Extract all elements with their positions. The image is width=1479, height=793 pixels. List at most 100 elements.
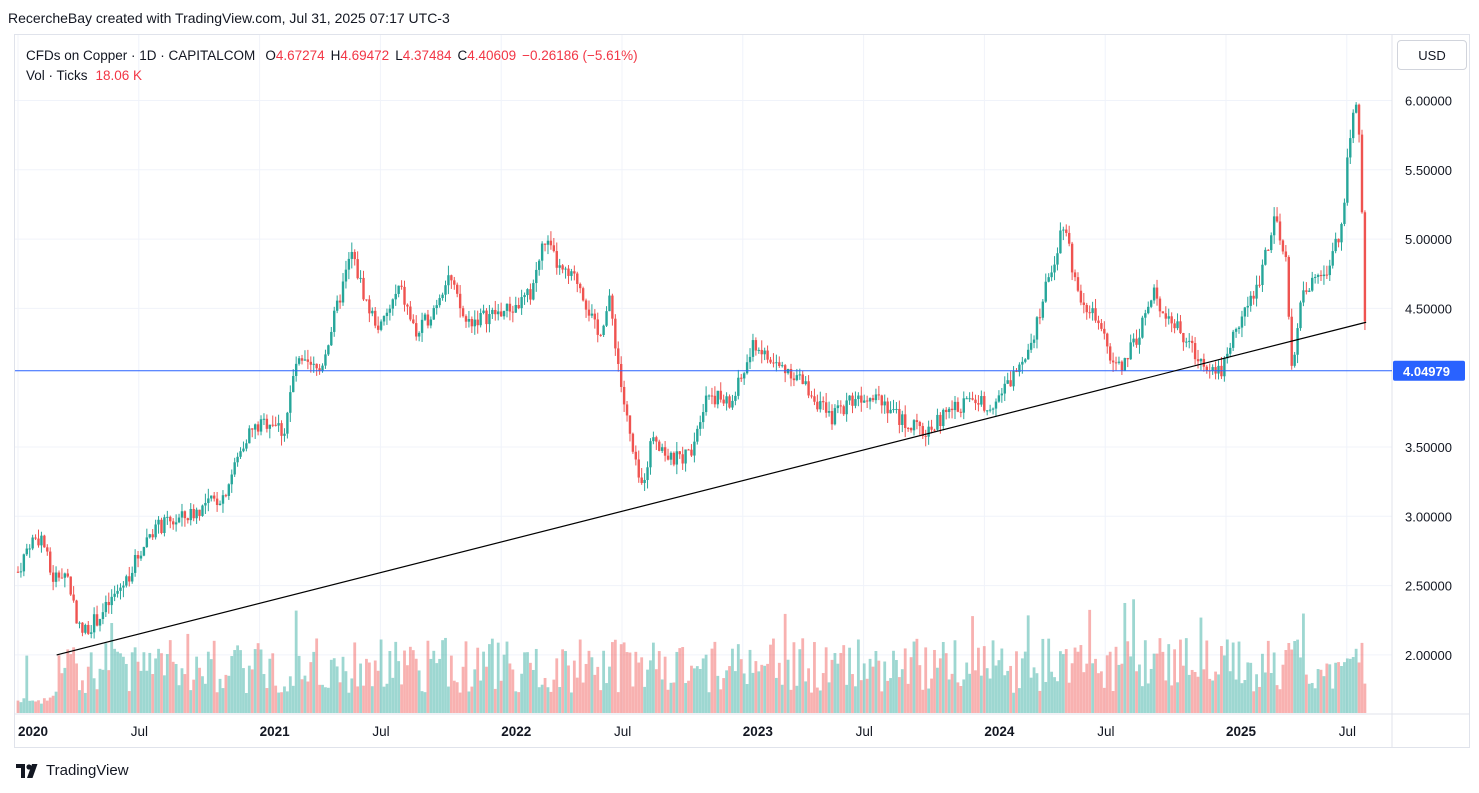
volume-bar (195, 656, 199, 713)
volume-bar (130, 652, 134, 713)
volume-bar (388, 651, 392, 713)
volume-bar (335, 666, 339, 713)
volume-bar (856, 639, 860, 713)
volume-bar (725, 670, 728, 713)
candle-body (751, 340, 755, 357)
volume-bar (1003, 675, 1007, 713)
candle-body (614, 318, 617, 349)
volume-bar (772, 638, 775, 713)
volume-bar (250, 669, 254, 713)
volume-bar (605, 683, 608, 713)
candle-body (34, 537, 37, 539)
volume-bar (1050, 671, 1054, 713)
volume-bar (45, 700, 49, 713)
candle-body (391, 299, 394, 309)
candle-body (1149, 300, 1153, 307)
candle-body (863, 400, 866, 403)
volume-bar (309, 662, 313, 713)
volume-bar (1184, 638, 1188, 713)
volume-bar (1140, 686, 1144, 713)
candle-body (854, 399, 857, 406)
volume-bar (34, 701, 37, 713)
volume-bar (865, 678, 869, 713)
volume-bar (1217, 674, 1220, 713)
volume-bar (862, 663, 866, 713)
volume-bar (1155, 653, 1159, 713)
volume-bar (365, 658, 368, 713)
candle-body (19, 571, 23, 573)
volume-bar (810, 692, 813, 713)
candle-body (113, 593, 116, 597)
volume-bar (795, 685, 799, 713)
candle-body (906, 427, 910, 429)
volume-bar (950, 673, 954, 713)
volume-bar (171, 661, 175, 713)
volume-bar (921, 689, 925, 713)
volume-bar (242, 668, 245, 713)
legend-open-label: O (265, 48, 276, 63)
volume-bar (974, 670, 977, 713)
volume-bar (189, 690, 193, 713)
candle-body (1261, 264, 1264, 286)
volume-bar (1337, 662, 1340, 713)
candle-body (1202, 358, 1206, 367)
candle-body (1103, 328, 1106, 334)
volume-bar (1056, 681, 1059, 713)
volume-bar (616, 692, 620, 713)
candle-body (1021, 361, 1024, 365)
candle-body (1012, 370, 1015, 387)
candle-body (224, 495, 228, 497)
candle-body (1158, 298, 1162, 312)
volume-bar (944, 653, 948, 713)
candle-body (1176, 321, 1179, 329)
volume-bar (745, 684, 749, 713)
volume-bar (1035, 673, 1039, 713)
candle-body (965, 398, 968, 400)
candle-body (385, 312, 389, 317)
volume-bar (895, 660, 898, 713)
candle-body (520, 297, 523, 309)
candle-body (1185, 341, 1188, 343)
candle-body (207, 498, 210, 503)
volume-bar (529, 662, 532, 713)
tradingview-brand[interactable]: TradingView (16, 762, 129, 779)
currency-button[interactable]: USD (1397, 40, 1467, 70)
candle-body (1340, 223, 1343, 243)
volume-bar (836, 663, 840, 713)
volume-bar (1222, 655, 1226, 713)
legend-symbol: CFDs on Copper · 1D · CAPITALCOM (26, 48, 256, 63)
candle-body (1249, 295, 1252, 306)
candle-body (526, 289, 529, 296)
candle-body (177, 517, 181, 523)
volume-bar (385, 683, 389, 713)
time-axis-label: Jul (614, 724, 631, 739)
volume-bar (1176, 682, 1179, 713)
volume-bar (1026, 615, 1030, 713)
candle-body (1352, 112, 1355, 139)
volume-bar (534, 648, 538, 713)
candle-body (330, 331, 333, 346)
candle-body (745, 362, 749, 374)
volume-bar (736, 644, 740, 713)
candle-body (587, 309, 591, 316)
volume-bar (467, 691, 471, 713)
candle-body (901, 414, 904, 425)
candle-body (895, 408, 898, 410)
volume-bar (1328, 664, 1332, 713)
volume-bar (777, 662, 781, 713)
candle-body (210, 495, 213, 499)
volume-bar (833, 653, 837, 713)
candle-body (458, 293, 462, 309)
volume-bar (356, 686, 360, 713)
candle-body (886, 401, 889, 414)
volume-bar (359, 663, 362, 713)
candle-body (666, 455, 670, 460)
volume-bar (900, 669, 904, 713)
volume-bar (449, 655, 453, 713)
volume-bar (698, 668, 702, 713)
volume-bar (324, 687, 327, 713)
candle-body (939, 414, 942, 427)
candle-body (1082, 302, 1086, 305)
volume-bar (552, 679, 556, 713)
